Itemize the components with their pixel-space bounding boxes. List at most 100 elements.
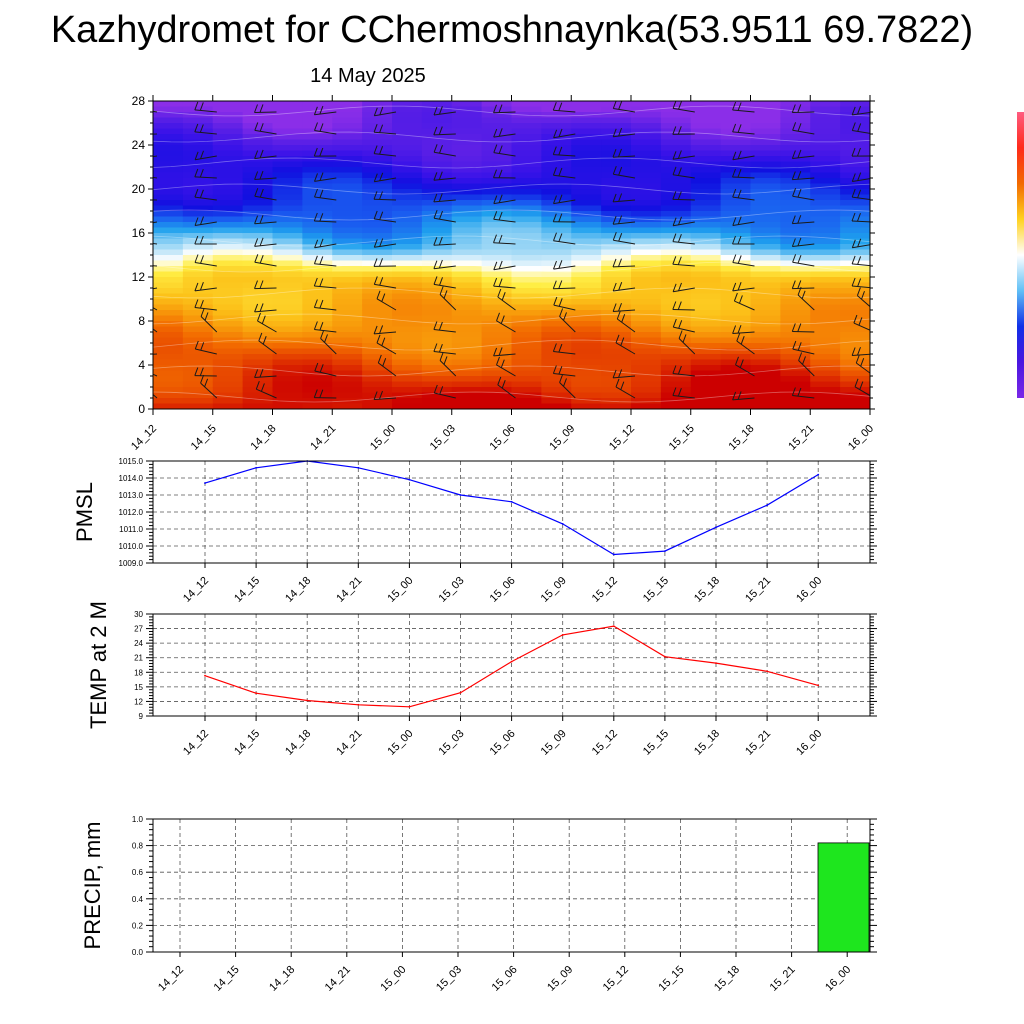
heatmap-cell xyxy=(481,172,513,179)
heatmap-cell xyxy=(780,282,811,289)
heatmap-cell xyxy=(451,183,483,190)
heatmap-cell xyxy=(451,260,483,267)
wind-barb-flag xyxy=(853,314,858,324)
heatmap-cell xyxy=(362,211,393,218)
heatmap-cell xyxy=(571,101,602,108)
heatmap-cell xyxy=(541,304,572,311)
heatmap-cell xyxy=(212,359,244,366)
heatmap-cell xyxy=(302,293,333,300)
heatmap-cell xyxy=(302,365,333,372)
heatmap-cell xyxy=(272,255,303,262)
heatmap-cell xyxy=(362,370,393,377)
data-point xyxy=(715,526,717,529)
heatmap-cell xyxy=(541,106,572,113)
heatmap-cell xyxy=(541,216,572,223)
heatmap-cell xyxy=(690,101,722,108)
heatmap-cell xyxy=(750,266,781,273)
wind-barb-flag xyxy=(438,193,443,202)
heatmap-cell xyxy=(750,227,781,234)
heatmap-cell xyxy=(182,332,214,339)
heatmap-cell xyxy=(840,255,870,262)
heatmap-cell xyxy=(840,271,870,278)
data-point xyxy=(408,478,411,481)
heatmap-cell xyxy=(212,288,244,295)
wind-barb xyxy=(615,386,636,399)
heatmap-cell xyxy=(392,260,423,267)
heatmap-cell xyxy=(601,398,632,405)
y-tick-label: 1015.0 xyxy=(119,457,144,466)
heatmap-cell xyxy=(690,123,722,130)
heatmap-cell xyxy=(631,403,662,409)
x-tick-label: 15_12 xyxy=(601,964,631,994)
wind-barb-flag xyxy=(379,191,383,200)
data-point xyxy=(306,699,309,702)
wind-barb xyxy=(672,395,695,399)
heatmap-cell xyxy=(720,370,752,377)
heatmap-cell xyxy=(840,106,870,113)
heatmap-cell xyxy=(153,315,184,322)
heatmap-cell xyxy=(840,183,870,190)
heatmap-cell xyxy=(601,403,632,409)
data-point xyxy=(561,634,564,636)
heatmap-cell xyxy=(631,238,662,245)
heatmap-cell xyxy=(421,189,453,196)
heatmap-cell xyxy=(631,233,662,240)
heatmap-cell xyxy=(511,255,542,262)
y-tick-label: 27 xyxy=(134,625,143,634)
wind-barb-flag xyxy=(135,256,138,264)
wind-barb-flag xyxy=(141,283,144,291)
heatmap-cell xyxy=(810,244,841,251)
heatmap-cell xyxy=(182,172,214,179)
wind-barb xyxy=(613,287,636,292)
heatmap-cell xyxy=(302,392,333,399)
heatmap-cell xyxy=(272,398,303,405)
wind-barb-flag xyxy=(851,212,856,222)
heatmap-cell xyxy=(660,145,692,152)
wind-barb xyxy=(434,217,456,223)
heatmap-cell xyxy=(212,150,244,157)
heatmap-cell xyxy=(601,156,632,163)
heatmap-cell xyxy=(571,315,602,322)
heatmap-cell xyxy=(481,156,513,163)
data-point xyxy=(612,553,615,556)
heatmap-cell xyxy=(571,343,602,350)
heatmap-cell xyxy=(451,211,483,218)
heatmap-cell xyxy=(392,183,423,190)
y-tick-label: 12 xyxy=(134,697,143,706)
wind-barb-flag xyxy=(319,189,324,198)
heatmap-cell xyxy=(212,233,244,240)
heatmap-cell xyxy=(212,167,244,174)
heatmap-cell xyxy=(601,266,632,273)
heatmap-cell xyxy=(660,387,692,394)
wind-barb-flag xyxy=(259,237,264,246)
wind-barb-flag xyxy=(433,106,438,116)
wind-barb-flag xyxy=(857,347,861,356)
wind-barb xyxy=(856,362,870,374)
heatmap-cell xyxy=(182,112,214,119)
wind-barb-flag xyxy=(313,299,318,308)
wind-barb xyxy=(732,262,755,267)
heatmap-cell xyxy=(810,315,841,322)
wind-barb-flag xyxy=(200,150,204,159)
heatmap-cell xyxy=(481,288,513,295)
heatmap-cell xyxy=(810,326,841,333)
heatmap-cell xyxy=(750,211,781,218)
wind-barb xyxy=(374,131,397,135)
wind-barb-flag xyxy=(615,334,620,343)
wind-barb xyxy=(553,199,576,205)
wind-barb-flag xyxy=(558,260,563,269)
heatmap-cell xyxy=(511,359,542,366)
wind-barb-flag xyxy=(792,188,797,197)
heatmap-cell xyxy=(421,299,453,306)
heatmap-cell xyxy=(302,167,333,174)
wind-barb-flag xyxy=(141,217,144,225)
wind-barb xyxy=(553,287,576,290)
wind-barb xyxy=(853,322,870,331)
wind-barb-flag xyxy=(314,362,319,372)
heatmap-cell xyxy=(212,112,244,119)
heatmap-cell xyxy=(272,244,303,251)
heatmap-cell xyxy=(392,398,423,405)
wind-barb xyxy=(200,316,218,333)
wind-barb-flag xyxy=(433,237,438,246)
heatmap-cell xyxy=(182,101,214,108)
